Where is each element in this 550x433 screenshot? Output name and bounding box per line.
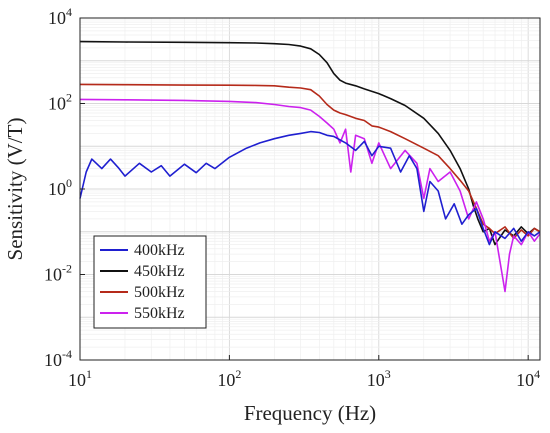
- series-layer: [79, 40, 541, 293]
- legend: 400kHz 450kHz 500kHz 550kHz: [93, 235, 207, 329]
- series-line-550kHz: [79, 98, 541, 293]
- y-tick-label: 104: [48, 5, 72, 28]
- y-tick-label: 10-4: [44, 347, 72, 370]
- legend-label: 400kHz: [134, 242, 185, 259]
- series-line-500kHz: [79, 83, 541, 240]
- x-tick-label: 101: [68, 367, 92, 390]
- y-tick-label: 100: [48, 176, 72, 199]
- series-line-400kHz: [79, 130, 541, 246]
- tick-layer: 101 102 103 104 10-4 10-2 100 102 104: [44, 5, 540, 390]
- legend-label: 450kHz: [134, 263, 185, 280]
- legend-label: 550kHz: [134, 305, 185, 322]
- series-line-450kHz: [79, 40, 541, 246]
- x-axis-label: Frequency (Hz): [244, 401, 376, 425]
- x-tick-label: 103: [367, 367, 391, 390]
- x-tick-label: 102: [217, 367, 241, 390]
- y-axis-label: Sensitivity (V/T): [3, 118, 27, 261]
- y-tick-label: 102: [48, 91, 72, 114]
- legend-label: 500kHz: [134, 284, 185, 301]
- y-tick-label: 10-2: [44, 262, 72, 285]
- x-tick-label: 104: [516, 367, 540, 390]
